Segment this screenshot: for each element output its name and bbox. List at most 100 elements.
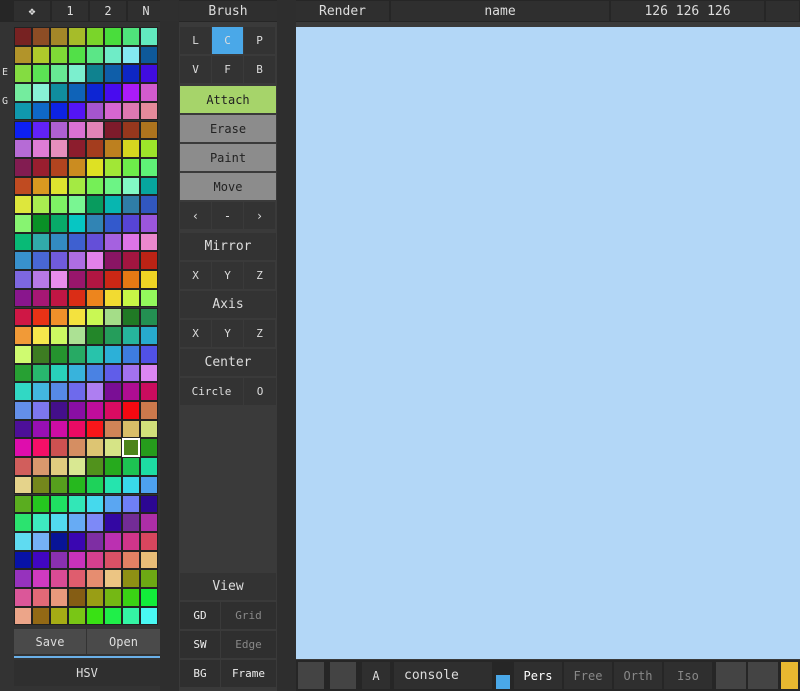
palette-color[interactable] [122, 606, 140, 626]
view-mode[interactable]: Iso [664, 662, 712, 689]
palette-color[interactable] [104, 475, 122, 495]
palette-color[interactable] [122, 251, 140, 271]
palette-color[interactable] [50, 195, 68, 214]
palette-color[interactable] [32, 307, 50, 327]
palette-color[interactable] [50, 214, 68, 233]
palette-color[interactable] [14, 606, 32, 626]
palette-color[interactable] [14, 214, 32, 233]
palette-color[interactable] [86, 588, 104, 607]
palette-color[interactable] [14, 27, 32, 46]
palette-color[interactable] [140, 326, 158, 345]
palette-color[interactable] [50, 438, 68, 458]
a-button[interactable]: A [362, 662, 390, 689]
palette-color[interactable] [104, 588, 122, 607]
palette-color[interactable] [86, 606, 104, 626]
palette-color[interactable] [32, 363, 50, 383]
palette-color[interactable] [104, 344, 122, 364]
palette-color[interactable] [68, 382, 86, 401]
palette-color[interactable] [122, 588, 140, 607]
palette-color[interactable] [86, 27, 104, 46]
palette-color[interactable] [68, 569, 86, 588]
palette-color[interactable] [140, 401, 158, 420]
palette-color[interactable] [140, 83, 158, 102]
view-option[interactable]: Grid [221, 602, 276, 629]
palette-color[interactable] [32, 83, 50, 102]
mode-button[interactable]: C [212, 27, 243, 54]
save-button[interactable]: Save [14, 629, 86, 654]
palette-color[interactable] [140, 64, 158, 84]
palette-color[interactable] [86, 232, 104, 252]
palette-color[interactable] [14, 45, 32, 65]
palette-color[interactable] [14, 270, 32, 289]
palette-color[interactable] [86, 457, 104, 476]
palette-color[interactable] [32, 214, 50, 233]
palette-color[interactable] [50, 176, 68, 196]
palette-color[interactable] [122, 27, 140, 46]
palette-color[interactable] [140, 475, 158, 495]
palette-color[interactable] [14, 157, 32, 177]
palette-color[interactable] [32, 232, 50, 252]
palette-color[interactable] [32, 457, 50, 476]
action-button[interactable]: Erase [180, 115, 276, 142]
palette-color[interactable] [14, 326, 32, 345]
palette-color[interactable] [122, 157, 140, 177]
palette-color[interactable] [32, 588, 50, 607]
palette-color[interactable] [68, 288, 86, 308]
palette-color[interactable] [140, 344, 158, 364]
palette-color[interactable] [14, 513, 32, 532]
palette-color[interactable] [50, 232, 68, 252]
palette-color[interactable] [140, 494, 158, 514]
palette-color[interactable] [68, 101, 86, 121]
fullscreen-icon[interactable] [766, 1, 799, 21]
palette-color[interactable] [86, 288, 104, 308]
menu-icon[interactable] [298, 662, 324, 689]
palette-color[interactable] [50, 588, 68, 607]
palette-color[interactable] [104, 157, 122, 177]
palette-color[interactable] [68, 588, 86, 607]
palette-color[interactable] [122, 569, 140, 588]
tab[interactable]: N [128, 1, 164, 21]
palette-color[interactable] [104, 64, 122, 84]
palette-color[interactable] [14, 232, 32, 252]
palette-color[interactable] [14, 419, 32, 439]
palette-color[interactable] [50, 419, 68, 439]
palette-color[interactable] [68, 270, 86, 289]
palette-color[interactable] [32, 438, 50, 458]
palette-color[interactable] [50, 475, 68, 495]
palette-color[interactable] [104, 307, 122, 327]
palette-color[interactable] [68, 419, 86, 439]
axis-button[interactable]: Y [212, 262, 243, 289]
palette-color[interactable] [86, 176, 104, 196]
palette-color[interactable] [86, 83, 104, 102]
palette-color[interactable] [104, 531, 122, 551]
nav-button[interactable]: - [212, 202, 243, 229]
axis-button[interactable]: X [180, 320, 211, 347]
view-option[interactable]: GD [180, 602, 220, 629]
view-option[interactable]: Edge [221, 631, 276, 658]
palette-color[interactable] [68, 457, 86, 476]
palette-color[interactable] [68, 307, 86, 327]
palette-color[interactable] [122, 513, 140, 532]
palette-color[interactable] [50, 457, 68, 476]
view-option[interactable]: Frame [221, 660, 276, 687]
palette-color[interactable] [140, 438, 158, 458]
palette-color[interactable] [122, 139, 140, 158]
palette-color[interactable] [86, 438, 104, 458]
palette-color[interactable] [86, 550, 104, 570]
palette-color[interactable] [68, 531, 86, 551]
palette-color[interactable] [122, 288, 140, 308]
palette-color[interactable] [68, 606, 86, 626]
palette-color[interactable] [32, 326, 50, 345]
palette-color[interactable] [86, 270, 104, 289]
palette-color[interactable] [104, 214, 122, 233]
palette-color[interactable] [14, 531, 32, 551]
palette-color[interactable] [140, 307, 158, 327]
palette-color[interactable] [86, 419, 104, 439]
palette-color[interactable] [122, 64, 140, 84]
palette-color[interactable] [50, 569, 68, 588]
action-button[interactable]: Attach [180, 86, 276, 113]
palette-color[interactable] [32, 288, 50, 308]
axis-button[interactable]: X [180, 262, 211, 289]
nav-button[interactable]: › [244, 202, 275, 229]
palette-color[interactable] [122, 401, 140, 420]
